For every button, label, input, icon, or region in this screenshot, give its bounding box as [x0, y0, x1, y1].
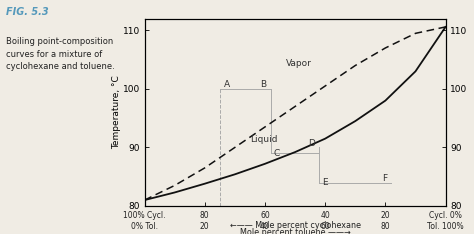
- Text: A: A: [224, 80, 230, 89]
- Text: Cycl. 0%
Tol. 100%: Cycl. 0% Tol. 100%: [427, 211, 464, 231]
- Text: ←—— Mole percent cyclohexane: ←—— Mole percent cyclohexane: [229, 221, 361, 230]
- Y-axis label: Temperature, °C: Temperature, °C: [112, 75, 121, 149]
- Text: Boiling point-composition
curves for a mixture of
cyclohexane and toluene.: Boiling point-composition curves for a m…: [6, 37, 114, 71]
- Text: 40
60: 40 60: [320, 211, 330, 231]
- Text: D: D: [308, 139, 315, 148]
- Text: Vapor: Vapor: [286, 58, 312, 68]
- Text: E: E: [322, 179, 328, 187]
- Text: F: F: [382, 174, 387, 183]
- Text: 60
40: 60 40: [260, 211, 270, 231]
- Text: 100% Cycl.
0% Tol.: 100% Cycl. 0% Tol.: [123, 211, 166, 231]
- Text: 80
20: 80 20: [200, 211, 210, 231]
- Text: Mole percent toluene ——→: Mole percent toluene ——→: [240, 228, 350, 234]
- Text: 20
80: 20 80: [381, 211, 390, 231]
- Text: Liquid: Liquid: [250, 135, 277, 144]
- Text: B: B: [260, 80, 266, 89]
- Text: FIG. 5.3: FIG. 5.3: [6, 7, 48, 17]
- Text: C: C: [274, 149, 280, 158]
